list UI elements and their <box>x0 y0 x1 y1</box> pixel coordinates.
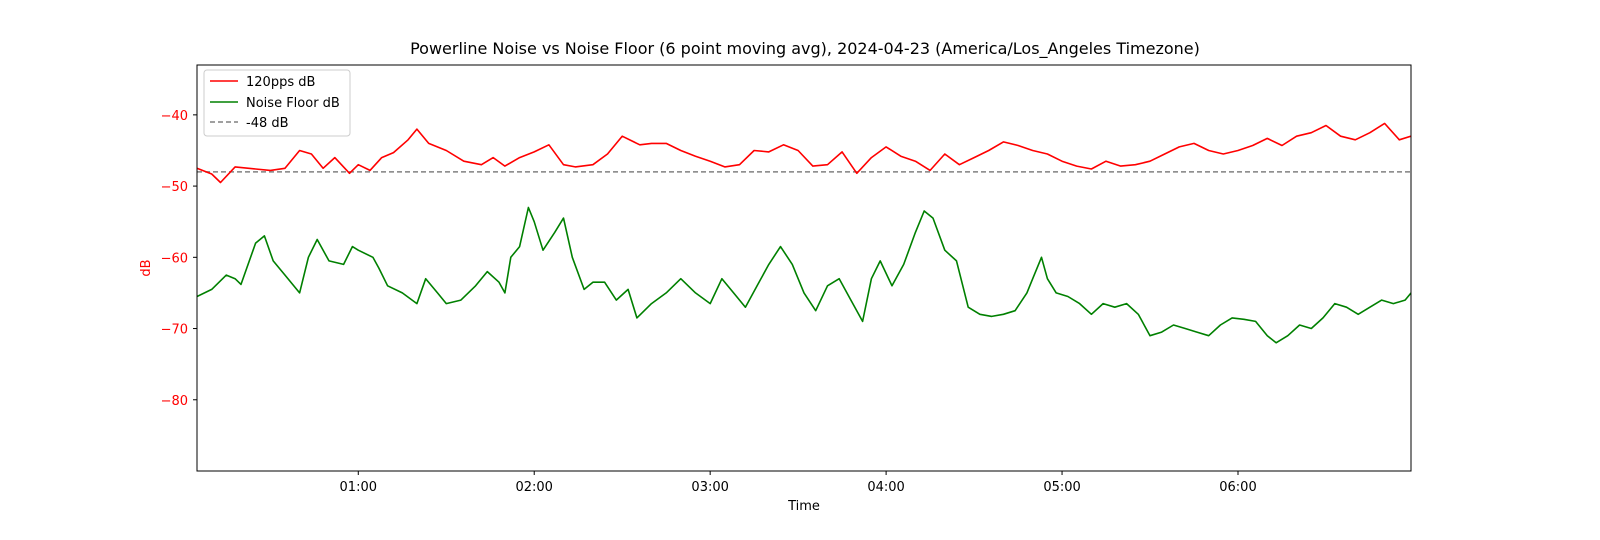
y-tick-label: −50 <box>161 180 188 195</box>
x-tick-label: 06:00 <box>1219 480 1256 495</box>
y-tick-label: −80 <box>161 394 188 409</box>
series-line-noise-floor <box>197 206 1411 344</box>
legend-label-threshold: -48 dB <box>246 116 289 131</box>
x-axis-label: Time <box>787 499 820 514</box>
y-tick-label: −60 <box>161 251 188 266</box>
x-tick-label: 03:00 <box>691 480 728 495</box>
legend-label-120pps: 120pps dB <box>246 75 315 90</box>
plot-frame <box>196 64 1412 472</box>
legend-label-noise-floor: Noise Floor dB <box>246 96 340 111</box>
y-tick-label: −40 <box>161 109 188 124</box>
x-tick-label: 02:00 <box>515 480 552 495</box>
x-axis: 01:00 02:00 03:00 04:00 05:00 06:00 <box>340 471 1257 495</box>
y-axis-label: dB <box>139 259 154 276</box>
y-axis: −40 −50 −60 −70 −80 <box>161 109 197 409</box>
legend-box <box>203 69 351 137</box>
x-tick-label: 05:00 <box>1043 480 1080 495</box>
x-tick-label: 04:00 <box>867 480 904 495</box>
y-tick-label: −70 <box>161 323 188 338</box>
x-tick-label: 01:00 <box>340 480 377 495</box>
chart-title: Powerline Noise vs Noise Floor (6 point … <box>410 39 1200 59</box>
legend: 120pps dB Noise Floor dB -48 dB <box>203 69 351 137</box>
series-line-120pps <box>197 122 1411 184</box>
plot-area <box>196 64 1412 472</box>
